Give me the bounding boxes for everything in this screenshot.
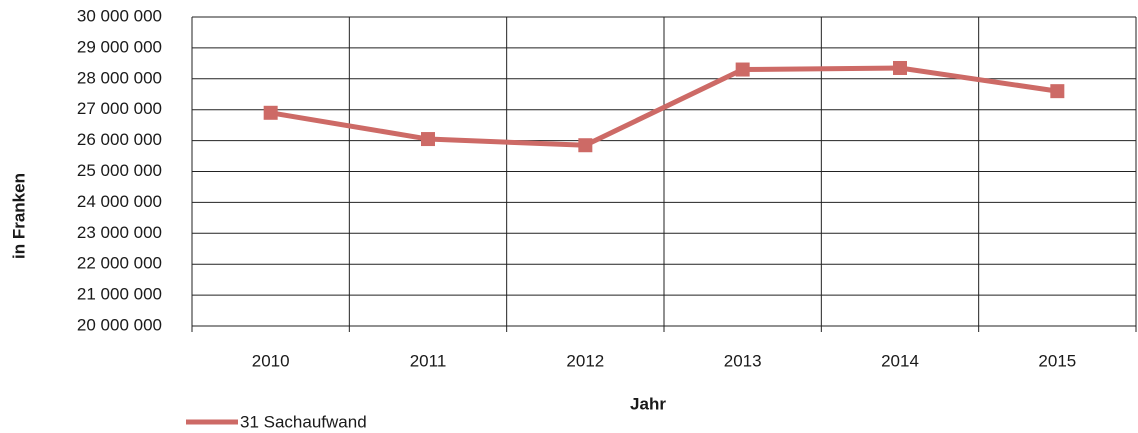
y-tick-label: 22 000 000 (77, 254, 162, 273)
point-marker (263, 105, 278, 120)
x-tick-label: 2014 (881, 351, 919, 370)
x-tick-label: 2010 (252, 351, 290, 370)
y-tick-label: 25 000 000 (77, 161, 162, 180)
x-axis-title: Jahr (630, 394, 666, 413)
y-tick-label: 21 000 000 (77, 285, 162, 304)
legend-label: 31 Sachaufwand (240, 412, 367, 431)
y-tick-label: 23 000 000 (77, 223, 162, 242)
point-marker (893, 60, 907, 75)
y-tick-label: 28 000 000 (77, 68, 162, 87)
y-tick-label: 27 000 000 (77, 99, 162, 118)
point-marker (735, 62, 750, 77)
point-marker (421, 132, 435, 147)
y-tick-label: 29 000 000 (77, 37, 162, 56)
x-tick-label: 2013 (724, 351, 762, 370)
point-marker (578, 138, 593, 153)
y-tick-label: 20 000 000 (77, 315, 162, 334)
y-tick-label: 30 000 000 (77, 6, 162, 25)
point-marker (1050, 84, 1065, 99)
x-tick-label: 2011 (410, 351, 447, 370)
x-tick-label: 2012 (566, 351, 604, 370)
y-tick-label: 26 000 000 (77, 130, 162, 149)
y-tick-label: 24 000 000 (77, 192, 162, 211)
y-axis-title: in Franken (9, 173, 28, 259)
x-tick-label: 2015 (1038, 351, 1076, 370)
line-series (270, 65, 1058, 148)
